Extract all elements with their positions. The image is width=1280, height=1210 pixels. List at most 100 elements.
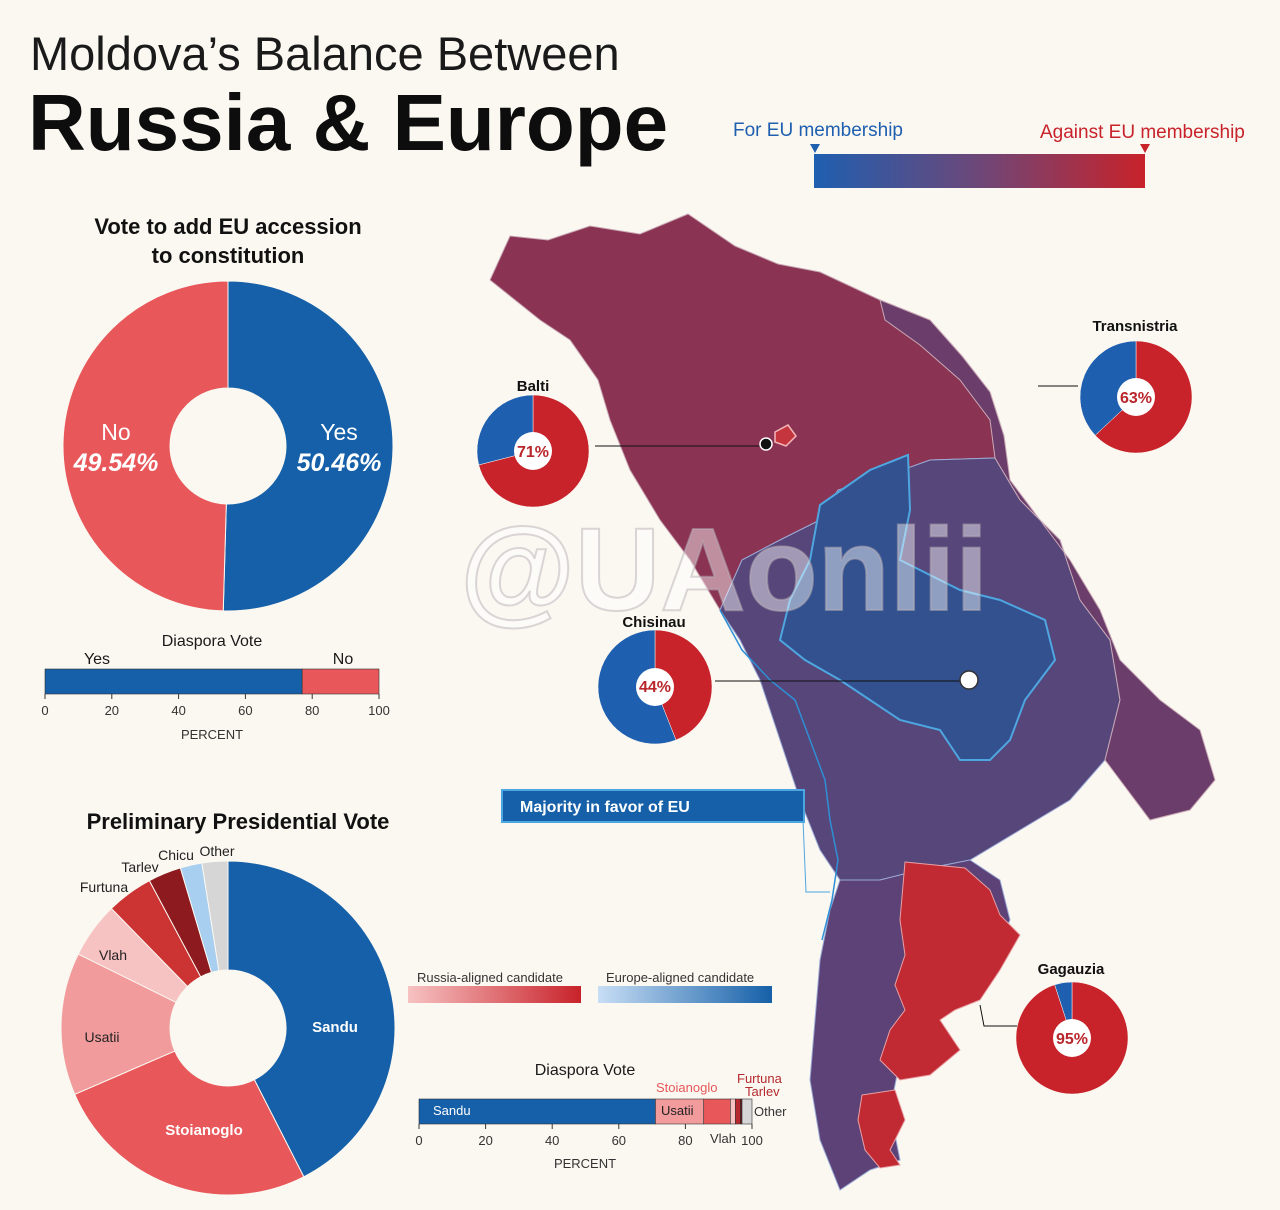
referendum-slice-no: [62, 280, 229, 612]
diaspora-pres-segment-stoianoglo: [703, 1098, 731, 1125]
diaspora-pres-vlah: Vlah: [710, 1131, 736, 1146]
majority-leader-line: [802, 819, 830, 893]
referendum-donut: [62, 280, 394, 612]
referendum-title-1: Vote to add EU accession: [94, 214, 361, 239]
diaspora-pres-axis-label: PERCENT: [554, 1156, 616, 1171]
presidential-slice-other: [201, 860, 229, 972]
diaspora-ref-tick-label-0: 0: [41, 703, 48, 718]
balti-pie-hole: [514, 432, 552, 470]
chisinau-name: Chisinau: [622, 614, 685, 631]
diaspora-pres-sandu: Sandu: [433, 1103, 471, 1118]
diaspora-ref-segment-yes: [44, 668, 303, 695]
diaspora-pres-usatii: Usatii: [661, 1103, 694, 1118]
legend-russia-label: Russia-aligned candidate: [417, 970, 563, 985]
gagauzia-pie: [1015, 981, 1129, 1095]
referendum-no-pct: 49.54%: [73, 449, 159, 477]
diaspora-ref-tick-label-100: 100: [368, 703, 390, 718]
balti-marker: [759, 437, 773, 451]
pres-label-furtuna: Furtuna: [80, 879, 128, 895]
presidential-donut: [60, 860, 396, 1196]
presidential-title: Preliminary Presidential Vote: [87, 809, 390, 834]
referendum-no-label: No: [101, 419, 130, 445]
chisinau-pct: 44%: [639, 679, 671, 696]
legend-europe-label: Europe-aligned candidate: [606, 970, 754, 985]
moldova-map: [489, 213, 1216, 1191]
diaspora-pres-tick-label-40: 40: [545, 1133, 559, 1148]
legend-for-label: For EU membership: [733, 120, 903, 141]
diaspora-pres-other: Other: [754, 1104, 787, 1119]
diaspora-pres-segment-usatii: [655, 1098, 705, 1125]
transnistria-slice-for: [1079, 340, 1137, 436]
diaspora-ref-title: Diaspora Vote: [162, 633, 263, 650]
transnistria-pie-hole: [1117, 378, 1155, 416]
map-balti-city: [774, 424, 797, 447]
diaspora-ref-tick-label-80: 80: [305, 703, 319, 718]
balti-name: Balti: [517, 378, 550, 395]
map-gagauzia-region: [879, 861, 1021, 1081]
diaspora-ref-segment-no: [301, 668, 380, 695]
chisinau-pie-hole: [636, 668, 674, 706]
diaspora-pres-segment-other: [741, 1098, 753, 1125]
presidential-slice-usatii: [60, 953, 177, 1095]
diaspora-ref-bar: [44, 668, 380, 695]
gagauzia-name: Gagauzia: [1038, 961, 1105, 978]
watermark: @UAonlii: [460, 504, 988, 636]
candidate-legend: Russia-aligned candidate Europe-aligned …: [408, 970, 772, 1003]
map-gagauzia-south: [857, 1089, 906, 1169]
diaspora-pres-stoianoglo: Stoianoglo: [656, 1080, 717, 1095]
referendum-title-2: to constitution: [152, 243, 305, 268]
majority-callout: Majority in favor of EU: [501, 789, 805, 823]
pres-label-other: Other: [199, 843, 234, 859]
legend-against-label: Against EU membership: [1040, 122, 1245, 143]
diaspora-ref-tick-label-20: 20: [105, 703, 119, 718]
transnistria-name: Transnistria: [1092, 318, 1178, 335]
referendum-yes-label: Yes: [320, 419, 358, 445]
diaspora-ref-yes-label: Yes: [84, 651, 110, 668]
gagauzia-leader-line: [979, 1004, 1018, 1027]
pres-label-usatii: Usatii: [84, 1029, 119, 1045]
balti-pct: 71%: [517, 444, 549, 461]
diaspora-ref-axis: 0 20 40 60 80 100: [41, 694, 390, 718]
color-legend: For EU membership Against EU membership: [733, 120, 1245, 188]
diaspora-pres-title: Diaspora Vote: [535, 1062, 636, 1079]
diaspora-pres-tarlev: Tarlev: [745, 1084, 780, 1099]
map-chisinau-zone: [778, 453, 1057, 761]
legend-russia-gradient: [408, 986, 581, 1003]
diaspora-ref-no-label: No: [333, 651, 354, 668]
pres-label-sandu: Sandu: [312, 1019, 358, 1036]
pres-label-chicu: Chicu: [158, 847, 194, 863]
majority-box: [501, 789, 805, 823]
diaspora-pres-tick-label-60: 60: [612, 1133, 626, 1148]
presidential-slice-stoianoglo: [74, 1050, 305, 1196]
diaspora-pres-segment-vlah: [730, 1098, 736, 1125]
transnistria-pct: 63%: [1120, 390, 1152, 407]
diaspora-pres-tick-label-20: 20: [478, 1133, 492, 1148]
diaspora-pres-tick-label-100: 100: [741, 1133, 763, 1148]
diaspora-pres-furtuna: Furtuna: [737, 1071, 783, 1086]
title-line-1: Moldova’s Balance Between: [30, 27, 620, 80]
diaspora-pres-segment-furtuna: [735, 1098, 741, 1125]
legend-for-marker: [810, 144, 820, 153]
diaspora-pres-segment-sandu: [418, 1098, 656, 1125]
map-annotations: [595, 385, 1078, 1027]
diaspora-pres-tick-label-0: 0: [415, 1133, 422, 1148]
chisinau-slice-against: [654, 629, 713, 741]
presidential-slice-sandu: [227, 860, 396, 1178]
chisinau-pie: [597, 629, 713, 745]
diaspora-pres-tick-label-80: 80: [678, 1133, 692, 1148]
diaspora-ref-axis-label: PERCENT: [181, 727, 243, 742]
referendum-yes-pct: 50.46%: [297, 449, 382, 477]
map-river-border: [719, 609, 839, 941]
map-transnistria-strip: [879, 299, 1216, 821]
diaspora-pres-axis: 0 20 40 60 80 100: [415, 1124, 763, 1148]
gagauzia-pct: 95%: [1056, 1031, 1088, 1048]
legend-europe-gradient: [598, 986, 772, 1003]
legend-against-marker: [1140, 144, 1150, 153]
diaspora-pres-bar: [418, 1098, 753, 1125]
diaspora-ref-tick-label-60: 60: [238, 703, 252, 718]
gagauzia-pie-hole: [1053, 1019, 1091, 1057]
balti-pie: [476, 394, 590, 508]
diaspora-ref-tick-label-40: 40: [171, 703, 185, 718]
pres-label-stoianoglo: Stoianoglo: [165, 1122, 243, 1139]
